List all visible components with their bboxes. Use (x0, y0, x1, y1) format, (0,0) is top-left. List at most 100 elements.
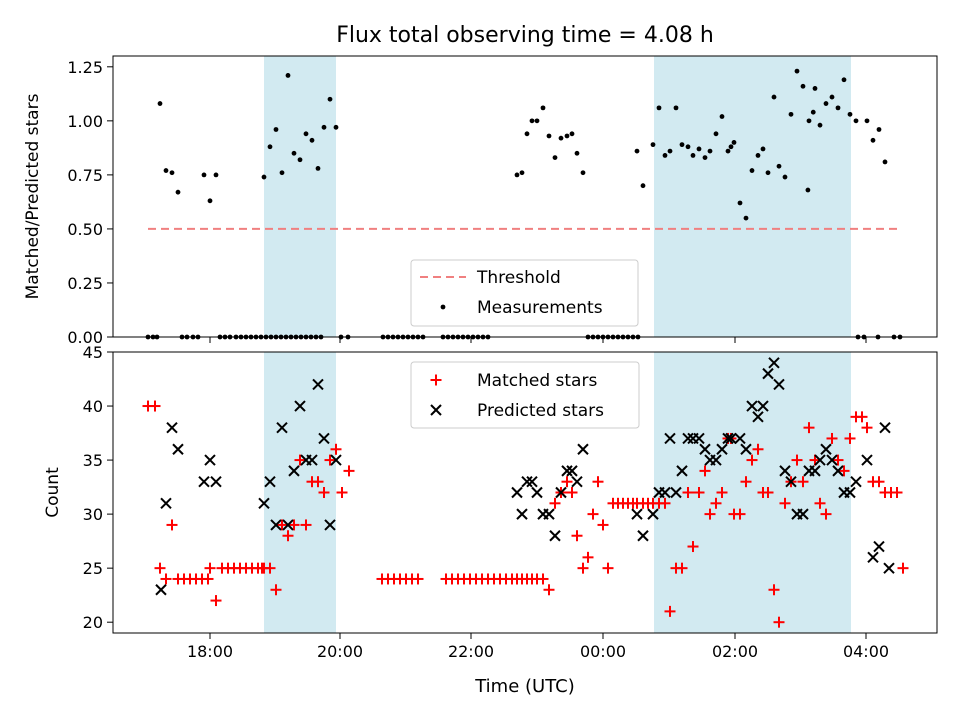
predicted-star-point (785, 475, 797, 488)
predicted-star-point (555, 486, 567, 499)
x-tick-label: 00:00 (580, 642, 626, 661)
x-axis-label: Time (UTC) (474, 676, 575, 697)
predicted-star-point-b (577, 443, 589, 455)
matched-star-point (856, 411, 868, 423)
predicted-star-point-b (204, 454, 216, 466)
bottom-y-tick-label: 30 (83, 505, 103, 524)
predicted-star-point-b (318, 432, 330, 445)
bottom-y-tick-label: 20 (83, 613, 103, 632)
matched-star-point (264, 562, 276, 574)
measurement-point (213, 172, 219, 178)
matched-star-point (814, 497, 826, 509)
measurement-point (823, 101, 829, 106)
measurement-point (309, 137, 315, 143)
measurement-point (569, 131, 575, 137)
measurement-point (279, 170, 285, 176)
predicted-star-point-b (693, 432, 705, 445)
matched-star-point (324, 454, 336, 466)
measurement-point (552, 155, 558, 160)
matched-star-point (149, 400, 161, 412)
legend-matched-label: Matched stars (477, 371, 597, 391)
measurement-point (662, 153, 668, 158)
x-tick-label: 02:00 (712, 642, 758, 661)
measurement-point (760, 146, 766, 152)
top-axes: 0.00 0.25 0.50 0.75 1.00 1.25 Matched/Predicte… (23, 55, 938, 347)
measurement-point (558, 135, 564, 141)
measurement-point (882, 159, 888, 165)
measurement-point (673, 105, 679, 111)
predicted-star-point-b (844, 486, 856, 499)
predicted-star-point (282, 519, 294, 531)
predicted-star-point-b (762, 367, 774, 380)
matched-star-point (699, 465, 711, 477)
matched-star-point (664, 605, 676, 617)
matched-star-point (844, 432, 856, 444)
predicted-star-point (210, 475, 222, 488)
predicted-star-point (306, 454, 318, 466)
measurement-point (841, 77, 847, 83)
measurement-point (817, 122, 823, 128)
matched-star-point (791, 454, 803, 466)
predicted-star-point (647, 508, 659, 520)
predicted-star-point (682, 432, 694, 445)
matched-star-point (577, 562, 589, 574)
predicted-star-point-b (166, 421, 178, 434)
predicted-star-point-b (210, 475, 222, 488)
predicted-star-point (873, 540, 885, 553)
predicted-star-point-b (716, 443, 728, 455)
matched-star-point (282, 530, 294, 542)
measurement-point (564, 133, 570, 139)
predicted-star-point (659, 486, 671, 499)
predicted-star-point (850, 475, 862, 488)
predicted-star-point-b (276, 421, 288, 434)
predicted-star-point (809, 465, 821, 477)
measurement-point (650, 142, 656, 148)
measurement-point (267, 144, 273, 150)
measurement-point (321, 124, 327, 130)
predicted-star-point-b (832, 465, 844, 477)
matched-star-point (566, 487, 578, 498)
predicted-star-point (768, 357, 780, 369)
matched-star-point (300, 519, 312, 531)
measurement-point (529, 118, 535, 124)
predicted-star-point (773, 378, 785, 391)
predicted-star-point-b (820, 443, 832, 455)
matched-star-point (412, 573, 424, 585)
predicted-star-point-b (861, 454, 873, 466)
predicted-star-point-b (637, 530, 649, 542)
matched-star-point (160, 573, 172, 585)
matched-star-point (276, 519, 288, 531)
matched-star-point (797, 476, 809, 488)
measurement-point (771, 94, 777, 100)
predicted-star-point (664, 432, 676, 445)
matched-star-point (740, 476, 752, 488)
matched-star-point (704, 508, 716, 520)
predicted-star-point (814, 454, 826, 466)
matched-star-point (549, 497, 561, 509)
measurement-point (713, 131, 719, 137)
top-y-axis-label: Matched/Predicted stars (23, 93, 43, 299)
legend-measurement-label: Measurements (477, 298, 603, 318)
predicted-star-point (779, 465, 791, 477)
predicted-star-point-b (699, 443, 711, 455)
predicted-star-point-b (566, 465, 578, 477)
top-legend-box (410, 259, 639, 327)
predicted-star-point-b (521, 475, 533, 488)
predicted-star-point-b (549, 530, 561, 542)
predicted-star-point (324, 519, 336, 531)
matched-star-point (592, 476, 604, 488)
matched-star-point (752, 443, 764, 455)
measurement-point (719, 114, 725, 119)
predicted-star-point-b (670, 486, 682, 499)
predicted-star-point-b (306, 454, 318, 466)
matched-star-point (166, 519, 178, 531)
predicted-star-point-b (734, 432, 746, 445)
predicted-star-point-b (740, 443, 752, 455)
measurement-point (303, 131, 309, 137)
measurement-point (782, 174, 788, 180)
predicted-star-point (516, 508, 528, 520)
predicted-star-point-b (264, 475, 276, 488)
matched-star-point (571, 530, 583, 542)
predicted-star-point-b (768, 357, 780, 369)
top-y-tick-label: 0.00 (67, 328, 103, 347)
